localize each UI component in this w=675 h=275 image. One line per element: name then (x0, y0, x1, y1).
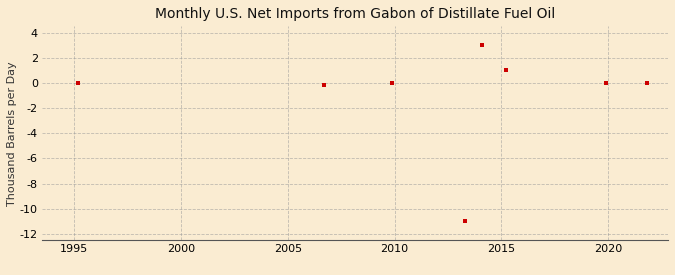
Point (601, 81, 612, 85)
Point (387, 81, 398, 85)
Point (73, 81, 84, 85)
Point (477, 43, 487, 47)
Point (500, 68, 511, 73)
Point (460, 219, 470, 224)
Point (641, 81, 652, 85)
Y-axis label: Thousand Barrels per Day: Thousand Barrels per Day (7, 61, 17, 205)
Title: Monthly U.S. Net Imports from Gabon of Distillate Fuel Oil: Monthly U.S. Net Imports from Gabon of D… (155, 7, 555, 21)
Point (319, 83, 329, 88)
